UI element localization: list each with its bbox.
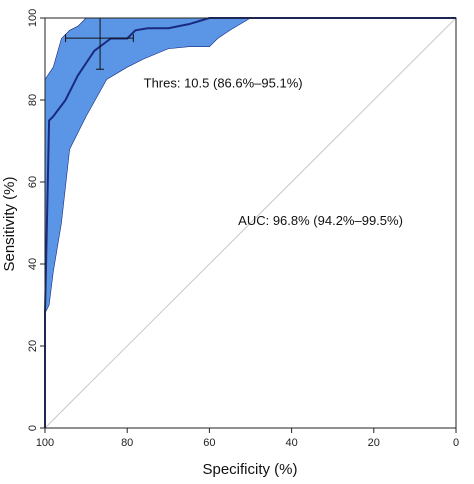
x-tick-label-40: 40 (285, 437, 297, 449)
x-tick-label-20: 20 (368, 437, 380, 449)
y-tick-label-80: 80 (27, 94, 39, 106)
auc-annotation: AUC: 96.8% (94.2%–99.5%) (238, 213, 403, 228)
x-axis-title: Specificity (%) (202, 461, 297, 478)
x-tick-label-60: 60 (203, 437, 215, 449)
plot-frame (44, 17, 457, 429)
x-tick-label-0: 0 (453, 437, 459, 449)
ci-band (44, 17, 456, 314)
y-axis-title: Sensitivity (%) (1, 176, 18, 271)
x-tick-label-100: 100 (36, 437, 54, 449)
y-tick-label-20: 20 (27, 340, 39, 352)
y-tick-label-40: 40 (27, 258, 39, 270)
y-tick-label-60: 60 (27, 176, 39, 188)
x-tick-label-80: 80 (121, 437, 133, 449)
chance-diagonal (44, 17, 457, 429)
y-tick-label-100: 100 (27, 9, 39, 27)
threshold-annotation: Thres: 10.5 (86.6%–95.1%) (144, 76, 303, 91)
y-tick-label-0: 0 (27, 425, 39, 431)
